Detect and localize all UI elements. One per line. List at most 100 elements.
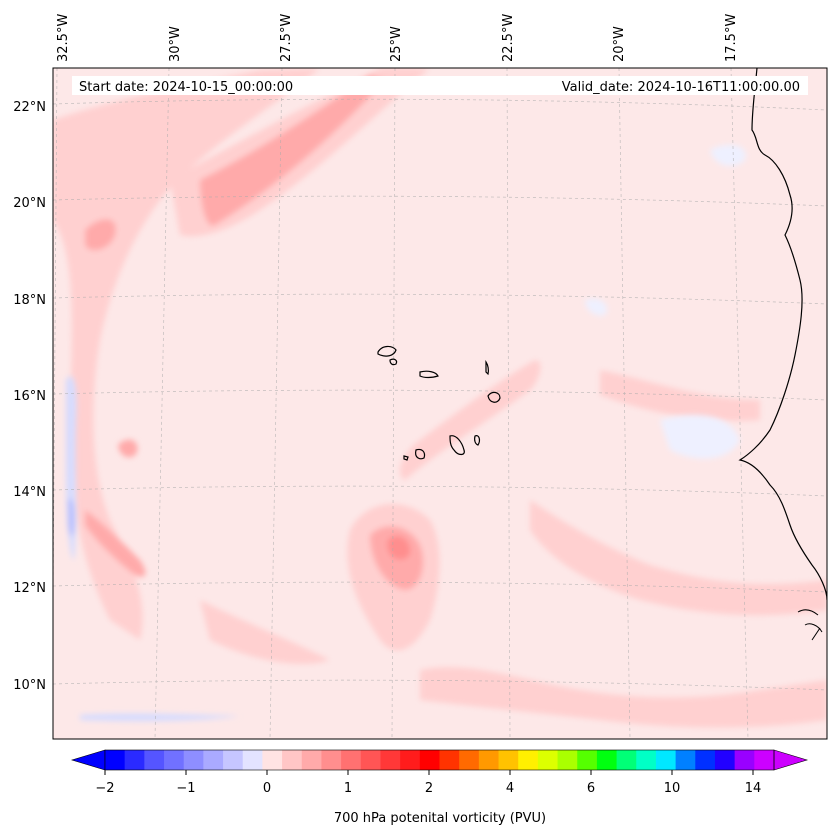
colorbar-segment	[341, 750, 362, 770]
lat-label: 12°N	[13, 581, 46, 596]
lat-label: 22°N	[13, 100, 46, 115]
pv-band-center-northeast	[400, 360, 541, 480]
colorbar-segment	[203, 750, 224, 770]
colorbar-over-triangle	[773, 749, 809, 771]
lon-label: 32.5°W	[56, 14, 71, 62]
lat-label: 18°N	[13, 293, 46, 308]
date-info-background	[72, 76, 808, 95]
meridian-line	[154, 68, 170, 739]
colorbar-segment	[754, 750, 775, 770]
colorbar-segment	[124, 750, 145, 770]
island-boa-vista	[487, 391, 501, 403]
parallel-line	[53, 389, 827, 401]
colorbar-segment	[439, 750, 460, 770]
coastline-africa	[738, 68, 827, 601]
colorbar-segment	[459, 750, 480, 770]
colorbar-segment	[695, 750, 716, 770]
map-frame	[52, 67, 828, 740]
colorbar-segment	[242, 750, 263, 770]
colorbar-segment	[616, 750, 637, 770]
colorbar-tick-label: 1	[344, 781, 352, 796]
colorbar-segment	[400, 750, 421, 770]
colorbar-segment	[636, 750, 657, 770]
colorbar-segment	[655, 750, 677, 770]
colorbar-segment	[675, 750, 696, 770]
cape-verde-islands	[377, 345, 501, 461]
colorbar-segment	[301, 750, 322, 770]
colorbar-segment	[223, 750, 244, 770]
parallel-line	[53, 293, 827, 305]
pv-band-south	[420, 667, 827, 728]
colorbar-segment	[734, 750, 755, 770]
parallel-line	[53, 679, 827, 691]
map-panel: Start date: 2024-10-15_00:00:00 Valid_da…	[53, 68, 827, 739]
meridian-line	[506, 68, 511, 739]
colorbar-outline	[104, 749, 775, 771]
meridian-line	[618, 68, 631, 739]
colorbar-segment	[183, 750, 204, 770]
pv-negative-mid-east	[585, 298, 608, 316]
meridian-line	[269, 68, 283, 739]
colorbar-segment	[105, 750, 126, 770]
pv-negative-south	[80, 713, 240, 722]
island-santiago	[449, 435, 465, 456]
island-sao-vicente	[389, 358, 398, 366]
colorbar-segment	[321, 750, 342, 770]
colorbar-segment	[518, 750, 539, 770]
colorbar-segment	[577, 750, 598, 770]
pv-negative-northeast	[710, 144, 746, 166]
lat-label: 16°N	[13, 389, 46, 404]
colorbar: −2 −1 0 1 2 4 6 10 14 700 hPa potenital …	[70, 749, 809, 826]
colorbar-tick-label: 0	[263, 781, 271, 796]
graticule	[53, 68, 827, 739]
valid-date-label: Valid_date: 2024-10-16T11:00:00.00	[562, 80, 800, 95]
colorbar-segment	[380, 750, 401, 770]
colorbar-segment	[262, 750, 283, 770]
date-info-box: Start date: 2024-10-15_00:00:00 Valid_da…	[72, 76, 808, 95]
pv-blob-west	[118, 439, 138, 458]
colorbar-segment	[596, 750, 618, 770]
lon-label: 30°W	[168, 26, 183, 62]
parallel-line	[53, 581, 827, 593]
island-brava	[403, 455, 409, 461]
colorbar-title: 700 hPa potenital vorticity (PVU)	[334, 811, 546, 826]
pv-band-east	[600, 370, 760, 421]
colorbar-ticks	[104, 770, 754, 775]
pv-streak-southwest	[85, 510, 146, 577]
colorbar-tick-label: 14	[745, 781, 762, 796]
colorbar-tick-label: −2	[95, 781, 114, 796]
island-sao-nicolau	[419, 370, 439, 379]
colorbar-tick-label: 6	[587, 781, 595, 796]
island-maio	[474, 435, 481, 446]
pv-contours	[53, 68, 827, 728]
lon-label: 20°W	[612, 26, 627, 62]
pv-band-northwest	[53, 68, 320, 640]
colorbar-segment	[282, 750, 303, 770]
colorbar-segments	[105, 750, 775, 770]
colorbar-segment	[164, 750, 185, 770]
lat-label: 10°N	[13, 678, 46, 693]
island-santo-antao	[377, 345, 397, 357]
colorbar-segment	[360, 750, 381, 770]
colorbar-segment	[419, 750, 440, 770]
parallel-line	[53, 485, 827, 497]
colorbar-tick-label: 10	[664, 781, 681, 796]
lon-label: 25°W	[389, 26, 404, 62]
colorbar-segment	[144, 750, 165, 770]
lat-label: 14°N	[13, 485, 46, 500]
pv-negative-patches	[66, 144, 746, 722]
pv-vortex-core	[387, 535, 411, 560]
pv-negative-east	[660, 415, 740, 459]
pv-negative-west-core	[68, 498, 76, 537]
pv-band-south-west	[200, 600, 330, 664]
lon-label: 17.5°W	[724, 14, 739, 62]
longitude-labels: 32.5°W 30°W 27.5°W 25°W 22.5°W 20°W 17.5…	[56, 14, 739, 62]
colorbar-tick-label: 4	[506, 781, 514, 796]
island-fogo	[415, 448, 426, 460]
meridian-line	[730, 68, 749, 739]
colorbar-segment	[557, 750, 578, 770]
parallel-line	[53, 98, 827, 111]
pv-blob-northwest	[85, 219, 116, 251]
coastline-guinea	[797, 609, 823, 641]
